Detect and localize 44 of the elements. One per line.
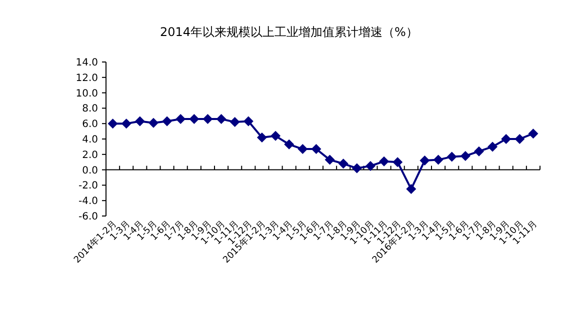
point bbox=[460, 150, 470, 161]
y-tick-label: 10.0 bbox=[76, 88, 98, 100]
title: 2014年以来规模以上工业增加值累计增速（%） bbox=[160, 25, 418, 39]
point bbox=[514, 134, 525, 144]
point bbox=[202, 114, 213, 124]
point bbox=[392, 157, 403, 168]
point bbox=[298, 144, 308, 154]
point bbox=[488, 142, 498, 152]
point bbox=[148, 118, 158, 128]
y-tick-label: 8.0 bbox=[82, 104, 98, 115]
point bbox=[352, 163, 362, 174]
y-tick-label: 0.0 bbox=[82, 165, 98, 176]
point bbox=[189, 114, 200, 124]
point bbox=[474, 146, 484, 156]
point bbox=[406, 184, 416, 194]
point bbox=[230, 117, 240, 128]
y-tick-label: -6.0 bbox=[78, 212, 98, 222]
point bbox=[216, 114, 226, 124]
point bbox=[256, 132, 267, 142]
point bbox=[162, 116, 172, 126]
point bbox=[243, 116, 254, 126]
y-tick-label: 6.0 bbox=[82, 119, 98, 130]
point bbox=[311, 144, 322, 154]
point bbox=[433, 154, 444, 165]
y-tick-label: 4.0 bbox=[82, 134, 98, 146]
point bbox=[270, 130, 281, 141]
y-tick-label: -4.0 bbox=[78, 196, 98, 208]
point bbox=[108, 118, 118, 129]
y-tick-label: -2.0 bbox=[78, 180, 98, 192]
point bbox=[528, 128, 538, 139]
point bbox=[284, 139, 294, 150]
point bbox=[134, 116, 145, 126]
point bbox=[121, 118, 132, 129]
y-tick-label: 2.0 bbox=[82, 150, 98, 161]
point bbox=[446, 152, 457, 162]
y-tick-label: 14.0 bbox=[76, 58, 98, 68]
point bbox=[324, 154, 335, 165]
point bbox=[501, 134, 512, 144]
point bbox=[420, 156, 430, 166]
point bbox=[365, 160, 376, 171]
point bbox=[338, 158, 348, 169]
y-tick-label: 12.0 bbox=[76, 72, 98, 84]
point bbox=[176, 114, 186, 124]
point bbox=[379, 156, 390, 166]
